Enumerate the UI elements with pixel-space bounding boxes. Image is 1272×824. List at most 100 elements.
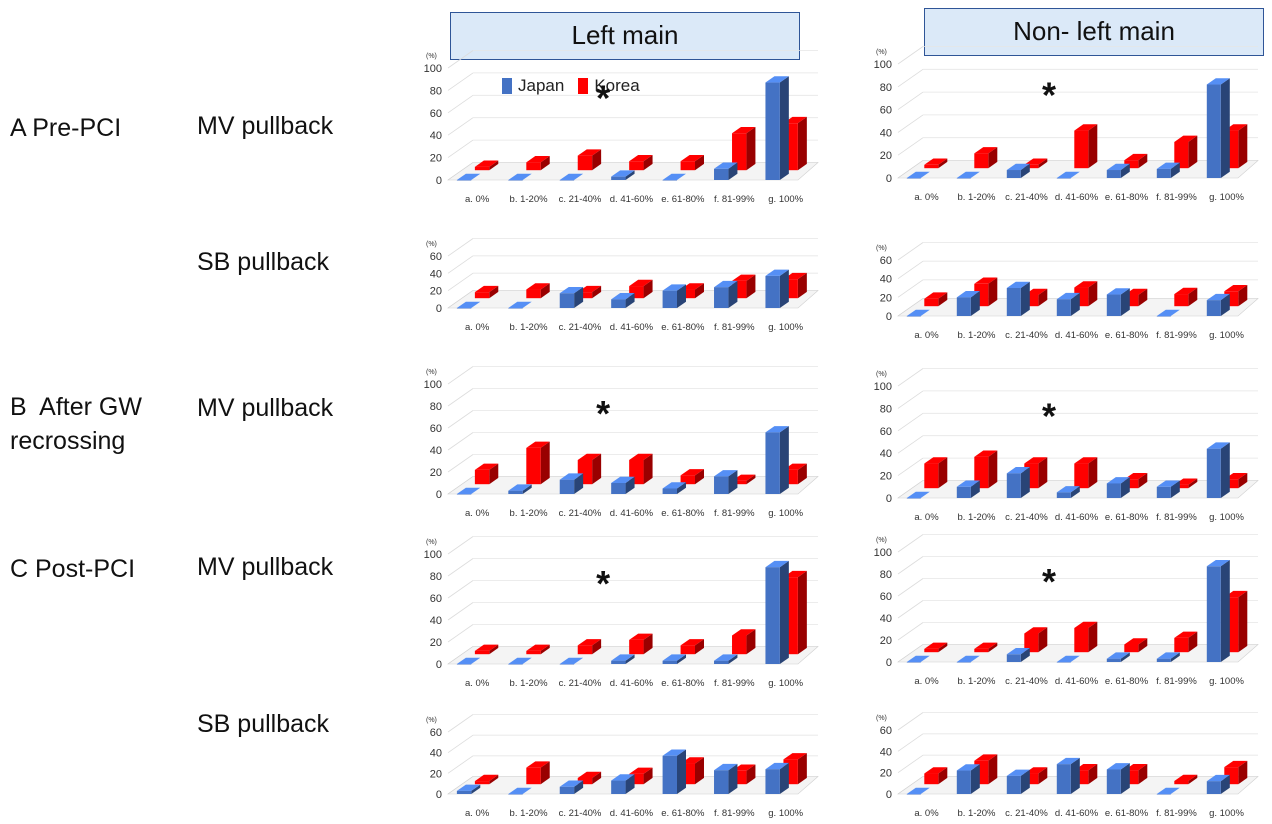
bar-korea bbox=[526, 761, 550, 785]
bar-japan bbox=[765, 269, 789, 308]
chart-pre-pci-sb-left-main: (%) 0 20 40 60 a. 0% b. 1-20% c. 21-40% d. 41-60… bbox=[420, 236, 830, 336]
gridline-diag bbox=[447, 624, 474, 643]
gridline-diag bbox=[447, 580, 474, 599]
legend: Japan Korea bbox=[502, 76, 640, 96]
row-label-pre-pci: A Pre-PCI bbox=[10, 114, 122, 142]
bar-korea bbox=[1124, 288, 1148, 307]
x-tick-label: f. 81-99% bbox=[714, 508, 755, 519]
chart-pre-pci-mv-non-left-main: (%) 0 20 40 60 80 100 a. 0% b. 1-20% c. 21-40% d. … bbox=[870, 44, 1270, 206]
y-tick-label: 80 bbox=[430, 85, 442, 97]
gridline-diag bbox=[897, 534, 924, 553]
bar-korea bbox=[1174, 287, 1198, 307]
bar-japan bbox=[1156, 480, 1180, 498]
x-tick-label: e. 61-80% bbox=[1105, 512, 1149, 523]
sub-label-mv-pullback-b: MV pullback bbox=[197, 394, 334, 422]
bar-japan bbox=[456, 173, 481, 181]
bar-japan bbox=[956, 480, 980, 498]
x-tick-label: b. 1-20% bbox=[957, 192, 996, 203]
bar-japan bbox=[1056, 655, 1080, 663]
x-tick-label: a. 0% bbox=[465, 322, 490, 333]
y-tick-label: 0 bbox=[436, 489, 442, 501]
x-tick-label: c. 21-40% bbox=[559, 508, 602, 519]
x-tick-label: c. 21-40% bbox=[559, 194, 602, 205]
x-tick-label: g. 100% bbox=[768, 508, 803, 519]
x-tick-label: d. 41-60% bbox=[1055, 808, 1099, 819]
x-tick-label: e. 61-80% bbox=[1105, 808, 1149, 819]
x-tick-label: c. 21-40% bbox=[1005, 808, 1048, 819]
chart-post-pci-mv-left-main: (%) 0 20 40 60 80 100 a. 0% b. 1-20% c. 21-40% d. … bbox=[420, 534, 830, 692]
y-tick-label: 0 bbox=[886, 311, 892, 323]
y-tick-label: 60 bbox=[880, 255, 892, 267]
x-tick-label: g. 100% bbox=[1209, 512, 1244, 523]
bar-japan bbox=[1056, 171, 1080, 179]
x-tick-label: a. 0% bbox=[914, 512, 939, 523]
x-tick-label: c. 21-40% bbox=[559, 808, 602, 819]
bar-japan bbox=[714, 162, 738, 180]
bar-korea bbox=[680, 283, 704, 299]
gridline-diag bbox=[447, 238, 474, 257]
gridline-diag bbox=[447, 602, 474, 621]
gridline-diag bbox=[897, 91, 924, 110]
y-tick-label: 20 bbox=[880, 635, 892, 647]
chart-after-gw-mv-non-left-main: (%) 0 20 40 60 80 100 a. 0% b. 1-20% c. 21-40% d. … bbox=[870, 366, 1270, 526]
bar-korea bbox=[732, 126, 756, 171]
bar-korea bbox=[577, 771, 602, 785]
y-tick-label: 20 bbox=[880, 292, 892, 304]
x-tick-label: d. 41-60% bbox=[610, 808, 654, 819]
bar-japan bbox=[1006, 467, 1030, 498]
chart-pre-pci-mv-left-main: (%) 0 20 40 60 80 100 a. 0% b. 1-20% c. 21-40% d. … bbox=[420, 48, 830, 208]
bar-japan bbox=[559, 780, 584, 794]
significance-star: * bbox=[1042, 561, 1056, 602]
x-tick-label: g. 100% bbox=[1209, 330, 1244, 341]
y-tick-label: 60 bbox=[430, 251, 442, 263]
chart-svg: (%) 0 20 40 60 80 100 a. 0% b. 1-20% c. 21-40% d. … bbox=[424, 50, 819, 205]
y-tick-label: 100 bbox=[874, 547, 892, 559]
bar-japan bbox=[1006, 648, 1030, 662]
x-tick-label: d. 41-60% bbox=[1055, 192, 1099, 203]
bar-korea bbox=[1174, 135, 1198, 169]
bar-japan bbox=[611, 476, 635, 494]
chart-svg: (%) 0 20 40 60 80 100 a. 0% b. 1-20% c. 21-40% d. … bbox=[874, 368, 1259, 523]
y-unit-label: (%) bbox=[876, 49, 887, 56]
y-unit-label: (%) bbox=[876, 371, 887, 378]
x-tick-label: b. 1-20% bbox=[957, 330, 996, 341]
y-unit-label: (%) bbox=[876, 537, 887, 544]
y-tick-label: 0 bbox=[436, 303, 442, 315]
bar-korea bbox=[1124, 638, 1148, 653]
significance-star: * bbox=[596, 393, 610, 434]
x-tick-label: e. 61-80% bbox=[661, 678, 705, 689]
bar-korea bbox=[732, 629, 756, 655]
bar-japan bbox=[1106, 477, 1130, 498]
bar-korea bbox=[577, 285, 602, 299]
bar-japan bbox=[906, 309, 930, 317]
gridline-diag bbox=[447, 755, 474, 774]
chart-after-gw-mv-left-main: (%) 0 20 40 60 80 100 a. 0% b. 1-20% c. 21-40% d. … bbox=[420, 364, 830, 522]
non-left-main-header: Non- left main bbox=[924, 8, 1264, 56]
gridline-diag bbox=[447, 72, 474, 91]
bar-korea bbox=[974, 277, 998, 307]
x-tick-label: g. 100% bbox=[1209, 192, 1244, 203]
x-tick-label: f. 81-99% bbox=[1156, 512, 1197, 523]
x-tick-label: e. 61-80% bbox=[1105, 330, 1149, 341]
x-tick-label: b. 1-20% bbox=[510, 808, 549, 819]
bar-japan bbox=[662, 173, 686, 181]
gridline-diag bbox=[447, 454, 474, 473]
bar-japan bbox=[956, 655, 980, 663]
chart-post-pci-mv-non-left-main: (%) 0 20 40 60 80 100 a. 0% b. 1-20% c. 21-40% d. … bbox=[870, 532, 1270, 690]
bar-japan bbox=[956, 291, 980, 316]
y-tick-label: 0 bbox=[886, 173, 892, 185]
x-tick-label: b. 1-20% bbox=[957, 808, 996, 819]
bar-japan bbox=[1156, 787, 1180, 795]
bar-korea bbox=[924, 292, 948, 307]
gridline-diag bbox=[897, 242, 924, 261]
x-tick-label: g. 100% bbox=[768, 194, 803, 205]
bar-japan bbox=[662, 284, 686, 308]
chart-svg: (%) 0 20 40 60 80 100 a. 0% b. 1-20% c. 21-40% d. … bbox=[424, 536, 819, 689]
x-tick-label: b. 1-20% bbox=[510, 508, 549, 519]
bar-japan bbox=[906, 491, 930, 499]
bar-japan bbox=[611, 293, 635, 308]
x-tick-label: d. 41-60% bbox=[610, 508, 654, 519]
chart-svg: (%) 0 20 40 60 80 100 a. 0% b. 1-20% c. 21-40% d. … bbox=[424, 366, 819, 519]
x-tick-label: e. 61-80% bbox=[661, 322, 705, 333]
gridline-diag bbox=[447, 536, 474, 555]
